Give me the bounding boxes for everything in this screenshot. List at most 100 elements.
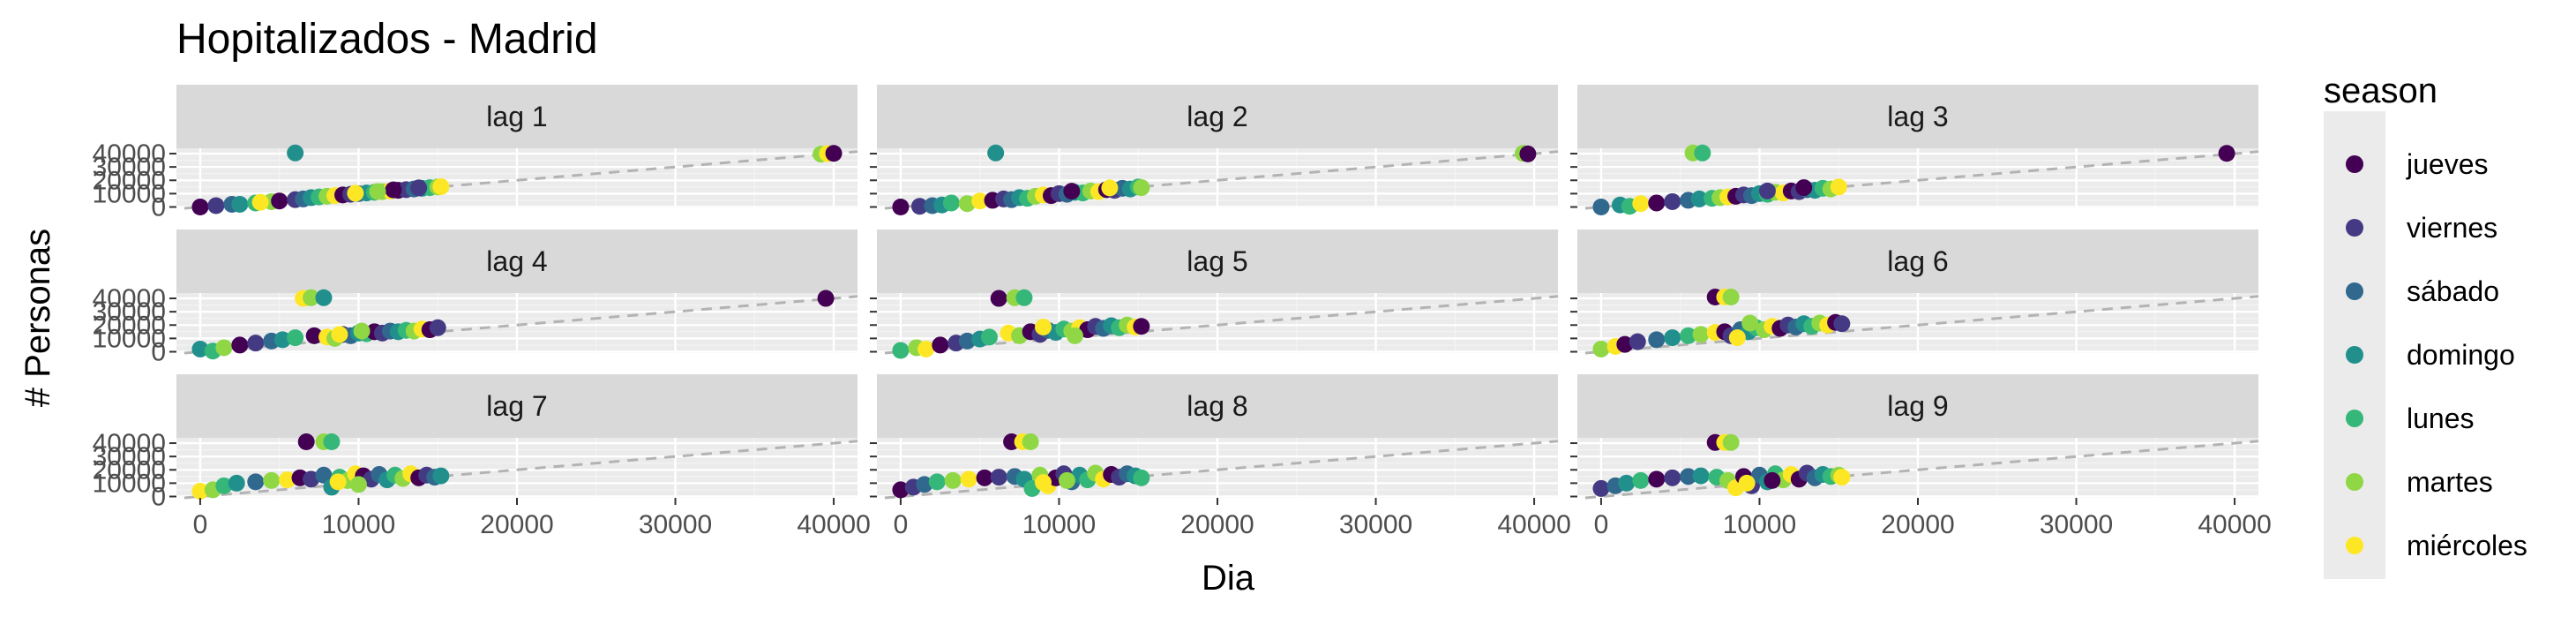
legend-label: jueves <box>2406 148 2489 180</box>
data-point <box>917 340 935 357</box>
data-point <box>932 336 949 354</box>
data-point <box>315 289 333 306</box>
data-point <box>958 195 976 213</box>
data-point <box>191 340 209 357</box>
facet-strip <box>176 85 857 148</box>
data-point <box>1830 178 1847 196</box>
legend-key-5 <box>2346 410 2363 427</box>
facet-label: lag 2 <box>1187 101 1247 132</box>
data-point <box>1692 326 1710 343</box>
data-point <box>263 471 281 489</box>
data-point <box>191 198 209 215</box>
data-point <box>287 329 304 347</box>
data-point <box>1648 194 1666 212</box>
panel-2: lag 2 <box>870 85 1559 215</box>
data-point <box>315 466 333 484</box>
y-tick-label: 20000 <box>93 166 166 195</box>
data-point <box>273 331 291 349</box>
legend-key-6 <box>2346 473 2363 491</box>
x-tick-label: 30000 <box>1339 510 1412 539</box>
data-point <box>990 290 1007 307</box>
y-tick-label: 20000 <box>93 455 166 485</box>
legend-label: viernes <box>2407 212 2497 244</box>
data-point <box>1795 179 1813 197</box>
data-point <box>1101 179 1119 197</box>
data-point <box>976 469 993 486</box>
x-tick-label: 20000 <box>1881 510 1954 539</box>
data-point <box>1592 340 1610 357</box>
panel-8: lag 8 0 10000 20000 30000 40000 <box>870 374 1571 539</box>
data-point <box>1066 327 1083 344</box>
y-tick-label: 0 <box>151 337 166 366</box>
chart-title: Hopitalizados - Madrid <box>176 16 598 63</box>
data-point <box>892 198 910 215</box>
x-tick-label: 10000 <box>1723 510 1796 539</box>
legend-key-background <box>2324 111 2385 579</box>
data-point <box>1022 433 1039 451</box>
facet-label: lag 8 <box>1187 390 1247 422</box>
legend-label: miércoles <box>2407 530 2527 561</box>
data-point <box>971 192 989 210</box>
reference-line <box>1584 440 2259 500</box>
x-tick-label: 0 <box>193 510 208 539</box>
data-point <box>1690 190 1708 207</box>
data-point <box>1519 145 1537 162</box>
data-point <box>287 144 304 162</box>
facet-label: lag 6 <box>1887 245 1948 277</box>
data-point <box>347 184 364 202</box>
data-point <box>331 326 348 343</box>
legend-label: sábado <box>2407 275 2499 307</box>
data-point <box>231 195 249 213</box>
facet-strip <box>176 374 857 438</box>
data-point <box>1592 479 1610 497</box>
y-tick-label: 10000 <box>93 324 166 353</box>
data-point <box>385 181 402 199</box>
data-point <box>1722 289 1740 306</box>
data-point <box>349 476 367 493</box>
data-point <box>215 477 233 494</box>
legend-key-4 <box>2346 346 2363 364</box>
y-tick-label: 40000 <box>93 429 166 458</box>
data-point <box>1063 183 1081 200</box>
y-tick-label: 20000 <box>93 311 166 340</box>
data-point <box>1680 327 1697 344</box>
x-tick-label: 30000 <box>639 510 712 539</box>
data-point <box>1133 179 1150 197</box>
data-point <box>369 183 386 200</box>
data-point <box>1133 318 1150 335</box>
facet-label: lag 5 <box>1187 245 1247 277</box>
data-point <box>987 144 1005 162</box>
data-point <box>960 470 977 488</box>
legend-key-3 <box>2346 282 2363 300</box>
data-point <box>271 192 288 210</box>
legend: season jueves viernes sábado domingo lunes ma… <box>2324 71 2527 579</box>
data-point <box>1741 314 1759 332</box>
y-axis-title: # Personas <box>19 229 57 407</box>
x-tick-label: 10000 <box>322 510 395 539</box>
x-tick-label: 0 <box>1594 510 1609 539</box>
data-point <box>1629 333 1646 350</box>
reference-line <box>884 440 1559 500</box>
data-point <box>2218 145 2235 162</box>
data-point <box>1833 469 1851 486</box>
data-point <box>1833 315 1851 333</box>
facet-label: lag 9 <box>1887 390 1948 422</box>
data-point <box>251 193 269 211</box>
data-point <box>231 336 249 354</box>
data-point <box>1618 474 1636 492</box>
y-tick-label: 40000 <box>93 139 166 169</box>
y-tick-label: 0 <box>151 482 166 511</box>
data-point <box>432 178 450 196</box>
x-tick-label: 30000 <box>2040 510 2113 539</box>
facet-strip <box>176 229 857 293</box>
data-point <box>1592 198 1610 215</box>
data-point <box>1728 329 1746 347</box>
x-tick-label: 20000 <box>480 510 553 539</box>
data-point <box>916 476 933 493</box>
y-tick-label: 30000 <box>93 442 166 471</box>
reference-line <box>1584 295 2259 355</box>
